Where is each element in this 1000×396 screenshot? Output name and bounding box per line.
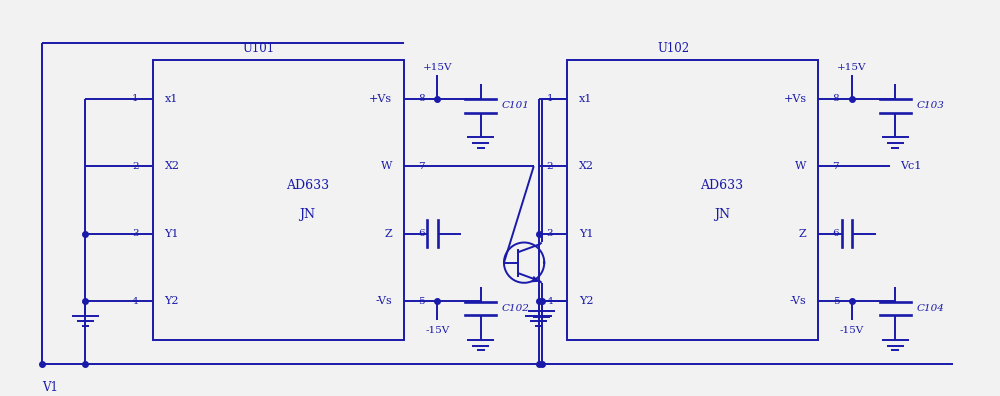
Text: x1: x1 bbox=[579, 94, 592, 104]
Text: 4: 4 bbox=[132, 297, 138, 306]
Text: 6: 6 bbox=[833, 229, 839, 238]
Text: Y1: Y1 bbox=[165, 229, 179, 239]
Text: X2: X2 bbox=[165, 161, 180, 171]
Text: 3: 3 bbox=[132, 229, 138, 238]
Text: C104: C104 bbox=[916, 304, 944, 313]
Text: Y2: Y2 bbox=[579, 296, 594, 306]
Text: 8: 8 bbox=[833, 94, 839, 103]
Text: AD633: AD633 bbox=[700, 179, 743, 192]
Text: -15V: -15V bbox=[840, 326, 864, 335]
Text: -15V: -15V bbox=[425, 326, 449, 335]
Text: +Vs: +Vs bbox=[783, 94, 807, 104]
Text: C101: C101 bbox=[502, 101, 530, 110]
Text: -Vs: -Vs bbox=[790, 296, 807, 306]
Bar bbox=[153, 60, 404, 340]
Text: 2: 2 bbox=[546, 162, 553, 171]
Text: 3: 3 bbox=[546, 229, 553, 238]
Text: 2: 2 bbox=[132, 162, 138, 171]
Text: 4: 4 bbox=[546, 297, 553, 306]
Text: Y1: Y1 bbox=[579, 229, 594, 239]
Text: X2: X2 bbox=[579, 161, 594, 171]
Text: Y2: Y2 bbox=[165, 296, 179, 306]
Text: Vc1: Vc1 bbox=[900, 161, 921, 171]
Text: 1: 1 bbox=[132, 94, 138, 103]
Text: JN: JN bbox=[299, 208, 315, 221]
Text: +15V: +15V bbox=[837, 63, 867, 72]
Text: JN: JN bbox=[714, 208, 730, 221]
Bar bbox=[567, 60, 818, 340]
Text: C103: C103 bbox=[916, 101, 944, 110]
Text: V1: V1 bbox=[42, 381, 58, 394]
Text: AD633: AD633 bbox=[286, 179, 329, 192]
Text: W: W bbox=[381, 161, 392, 171]
Text: C102: C102 bbox=[502, 304, 530, 313]
Text: 6: 6 bbox=[418, 229, 425, 238]
Text: 5: 5 bbox=[833, 297, 839, 306]
Text: 7: 7 bbox=[418, 162, 425, 171]
Text: 7: 7 bbox=[833, 162, 839, 171]
Text: x1: x1 bbox=[165, 94, 178, 104]
Text: U102: U102 bbox=[657, 42, 690, 55]
Text: 5: 5 bbox=[418, 297, 425, 306]
Text: -Vs: -Vs bbox=[375, 296, 392, 306]
Text: Z: Z bbox=[384, 229, 392, 239]
Text: +15V: +15V bbox=[423, 63, 452, 72]
Text: U101: U101 bbox=[243, 42, 275, 55]
Text: W: W bbox=[795, 161, 807, 171]
Text: 8: 8 bbox=[418, 94, 425, 103]
Text: +Vs: +Vs bbox=[369, 94, 392, 104]
Text: 1: 1 bbox=[546, 94, 553, 103]
Text: Z: Z bbox=[799, 229, 807, 239]
